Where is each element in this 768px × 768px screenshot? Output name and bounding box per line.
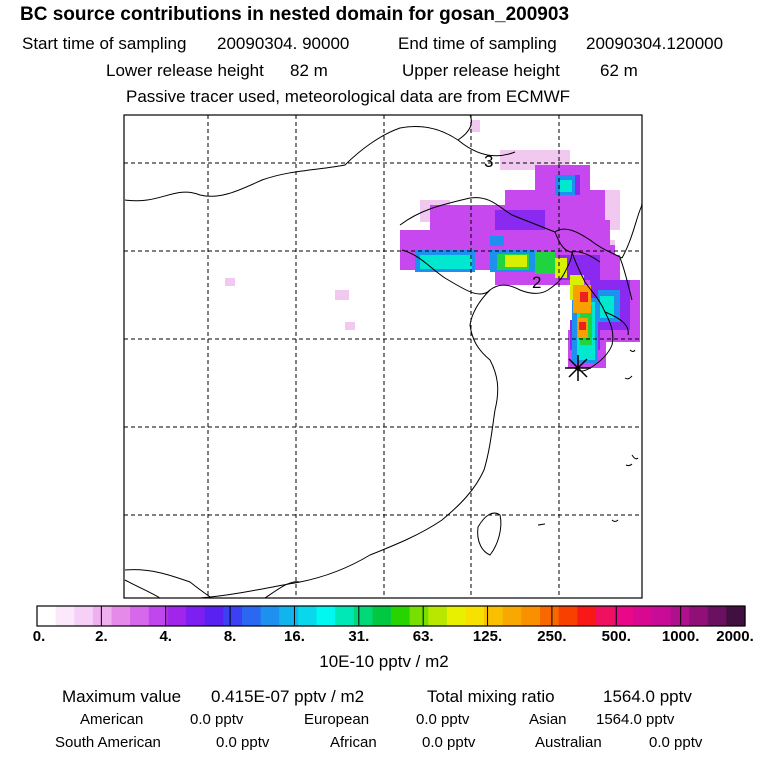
upper-release-label: Upper release height — [402, 61, 560, 80]
colorbar-swatch — [316, 606, 336, 626]
colorbar-swatch — [111, 606, 131, 626]
region-african-value: 0.0 pptv — [422, 734, 476, 751]
colorbar-swatch — [726, 606, 746, 626]
start-time-value: 20090304. 90000 — [217, 34, 350, 53]
colorbar-tick-label: 0. — [32, 628, 46, 645]
colorbar-swatch — [502, 606, 523, 626]
colorbar-swatch — [670, 606, 690, 626]
colorbar-tick-label: 2. — [95, 628, 108, 645]
colorbar-swatch — [353, 606, 373, 626]
region-south-american-value: 0.0 pptv — [216, 734, 270, 751]
max-value-label: Maximum value — [62, 687, 182, 706]
colorbar-swatch — [92, 606, 113, 626]
colorbar-swatch — [521, 606, 541, 626]
colorbar-swatch — [689, 606, 709, 626]
colorbar-swatch — [186, 606, 206, 626]
region-african-name: African — [330, 734, 377, 751]
colorbar-swatch — [130, 606, 150, 626]
region-american-name: American — [80, 711, 144, 728]
concentration-field — [225, 120, 640, 368]
region-asian-value: 1564.0 pptv — [596, 711, 675, 728]
colorbar-swatch — [74, 606, 94, 626]
colorbar-swatch — [241, 606, 262, 626]
colorbar-swatch — [37, 606, 57, 626]
colorbar-tick-label: 250. — [537, 628, 567, 645]
colorbar-tick-label: 1000. — [661, 628, 700, 645]
colorbar-swatch — [335, 606, 355, 626]
colorbar-tick-label: 8. — [223, 628, 237, 645]
end-time-value: 20090304.120000 — [586, 34, 724, 53]
upper-release-value: 62 m — [600, 61, 638, 80]
region-australian-name: Australian — [535, 734, 602, 751]
plume-marker-2: 2 — [532, 273, 541, 292]
colorbar-swatch — [55, 606, 75, 626]
end-time-label: End time of sampling — [398, 34, 557, 53]
colorbar-tick-label: 4. — [159, 628, 172, 645]
colorbar-tick-label: 63. — [412, 628, 434, 645]
colorbar-swatch — [204, 606, 224, 626]
colorbar-swatch — [223, 606, 243, 626]
colorbar-tick-label: 2000. — [716, 628, 754, 645]
colorbar-swatch — [148, 606, 169, 626]
colorbar-swatch — [633, 606, 653, 626]
gridlines — [124, 115, 642, 598]
region-australian-value: 0.0 pptv — [649, 734, 703, 751]
lower-release-value: 82 m — [290, 61, 328, 80]
colorbar-tick-label: 31. — [348, 628, 370, 645]
colorbar-tick-label: 500. — [601, 628, 631, 645]
colorbar-swatch — [428, 606, 448, 626]
lower-release-label: Lower release height — [106, 61, 264, 80]
start-time-label: Start time of sampling — [22, 34, 187, 53]
colorbar-unit: 10E-10 pptv / m2 — [319, 652, 449, 671]
colorbar-swatch — [446, 606, 467, 626]
region-south-american-name: South American — [55, 734, 161, 751]
colorbar-swatch — [409, 606, 429, 626]
plume-marker-3: 3 — [484, 152, 493, 171]
map-frame — [123, 114, 643, 599]
colorbar-swatch — [577, 606, 597, 626]
total-mixing-value: 1564.0 pptv — [603, 687, 692, 706]
total-mixing-label: Total mixing ratio — [427, 687, 555, 706]
colorbar — [37, 606, 746, 626]
colorbar-swatch — [279, 606, 299, 626]
colorbar-swatch — [391, 606, 411, 626]
colorbar-swatch — [595, 606, 616, 626]
max-value: 0.415E-07 pptv / m2 — [211, 687, 365, 706]
colorbar-frame — [36, 605, 746, 627]
colorbar-swatch — [558, 606, 578, 626]
region-american-value: 0.0 pptv — [190, 711, 244, 728]
region-asian-name: Asian — [529, 711, 567, 728]
receptor-asterisk-icon — [565, 355, 591, 381]
colorbar-swatch — [372, 606, 392, 626]
colorbar-swatch — [484, 606, 504, 626]
tracer-note: Passive tracer used, meteorological data… — [126, 87, 571, 106]
colorbar-swatch — [297, 606, 318, 626]
colorbar-swatch — [540, 606, 560, 626]
colorbar-swatch — [167, 606, 187, 626]
plot-title: BC source contributions in nested domain… — [20, 4, 570, 25]
colorbar-swatch — [614, 606, 634, 626]
region-european-name: European — [304, 711, 370, 728]
colorbar-swatch — [651, 606, 672, 626]
colorbar-tick-label: 16. — [284, 628, 305, 645]
colorbar-swatch — [260, 606, 280, 626]
colorbar-swatch — [707, 606, 727, 626]
region-european-value: 0.0 pptv — [416, 711, 470, 728]
coastlines — [124, 114, 643, 599]
colorbar-tick-label: 125. — [472, 628, 503, 645]
colorbar-swatch — [465, 606, 485, 626]
